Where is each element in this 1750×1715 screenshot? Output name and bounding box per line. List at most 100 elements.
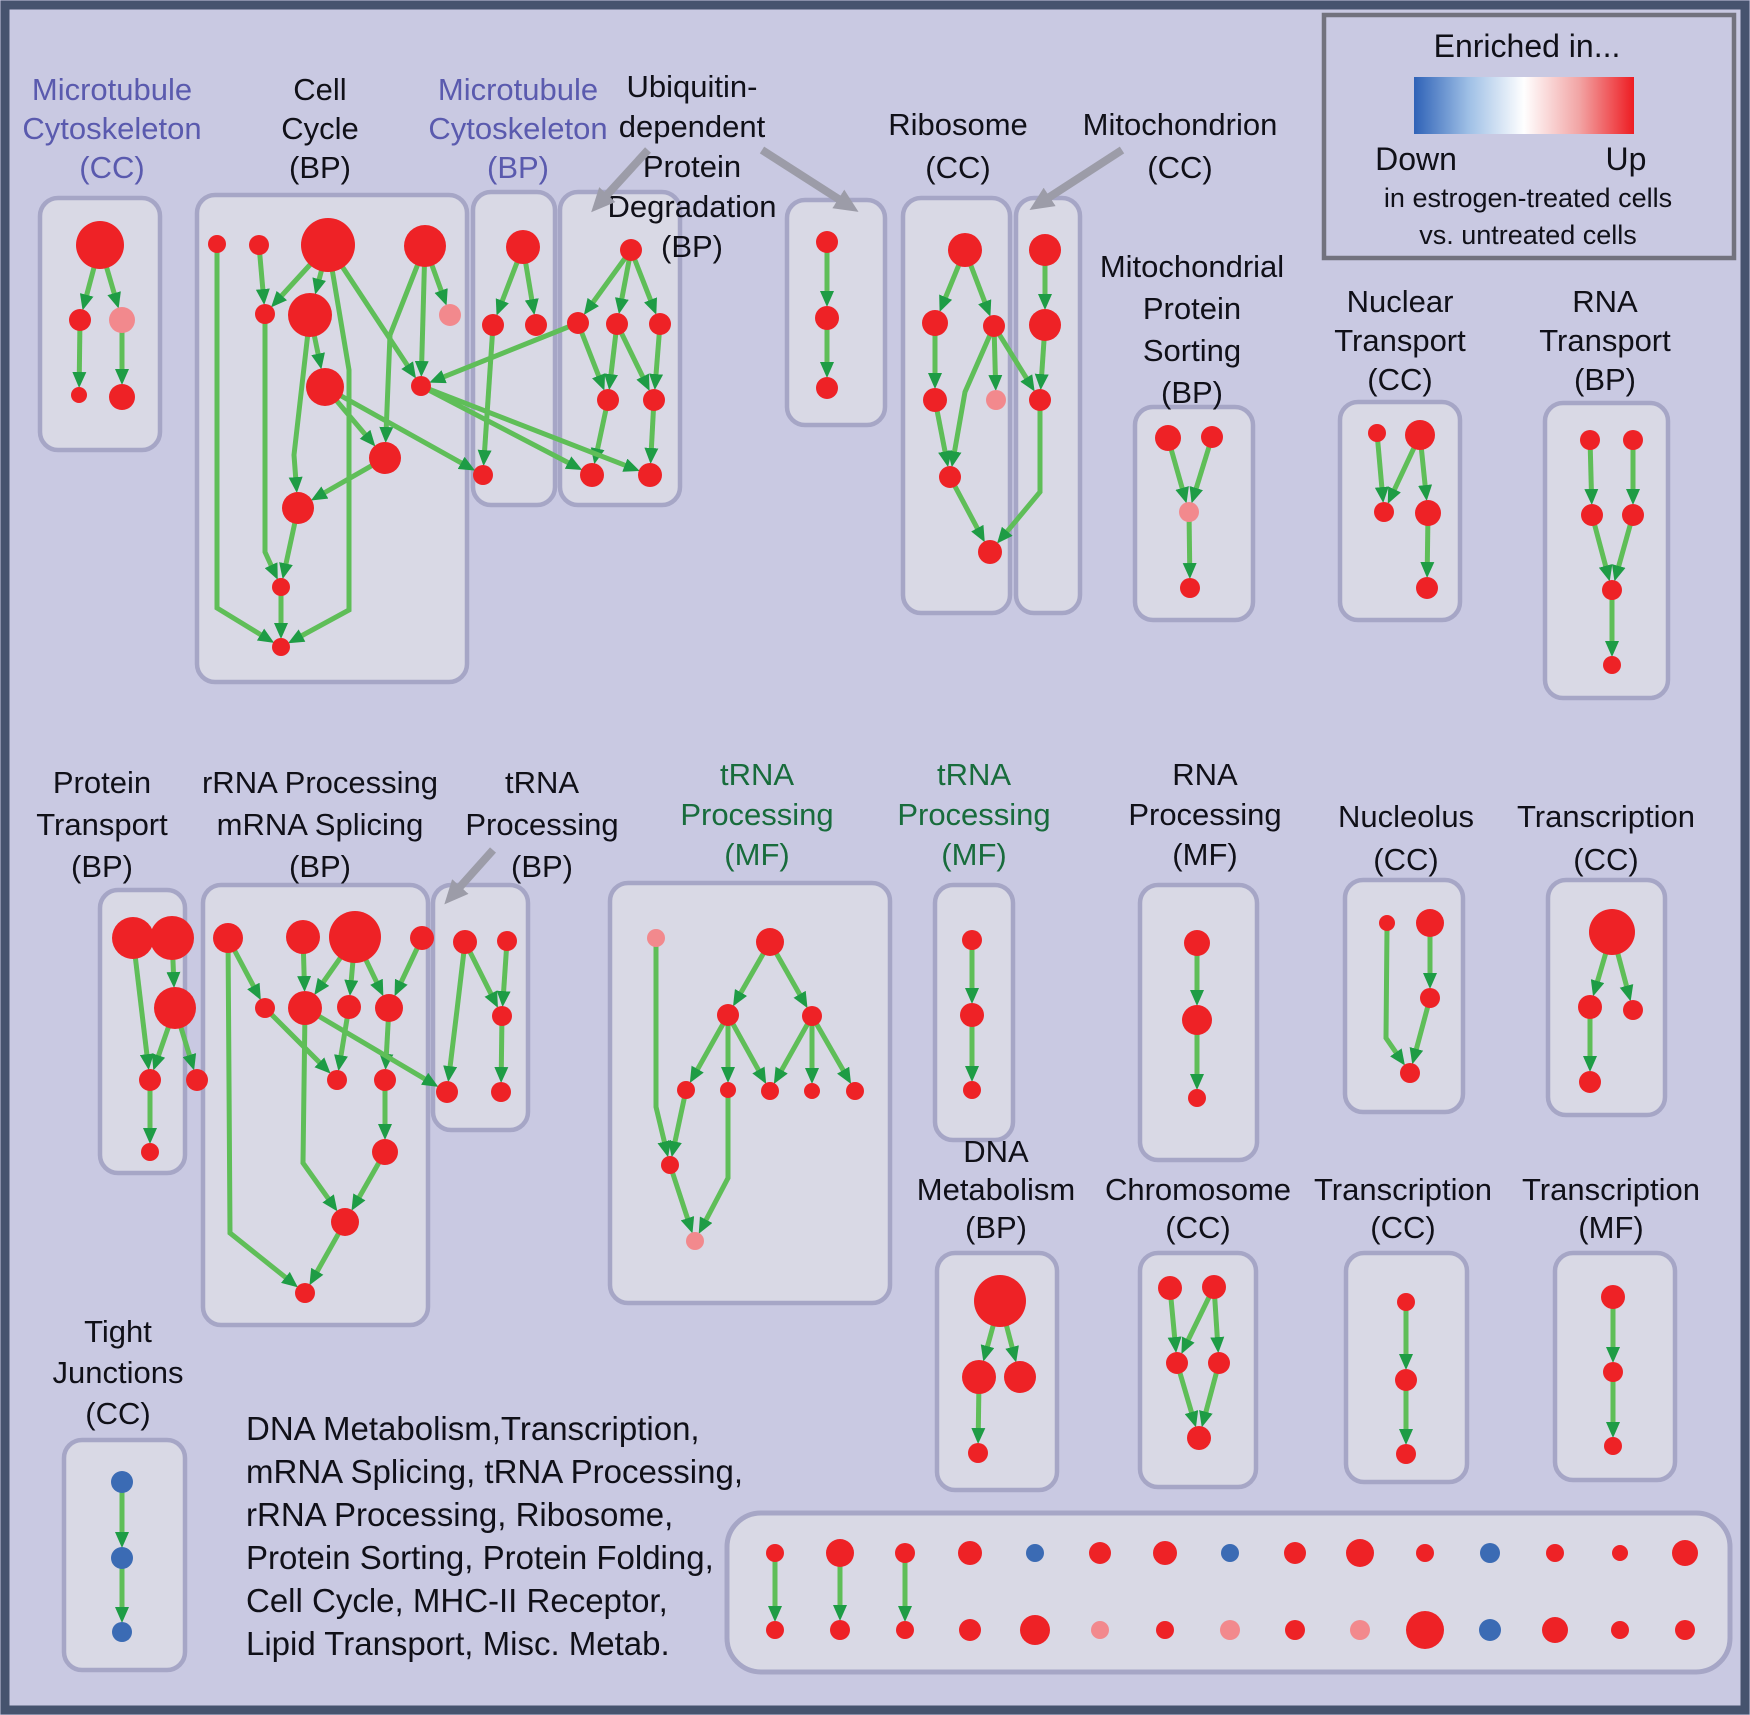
node-circle-red (597, 389, 619, 411)
group-label-rrna: (BP) (289, 849, 351, 884)
edge-arrow (1167, 1294, 1182, 1354)
node-circle-red (1406, 1611, 1444, 1649)
edge-arrow (414, 258, 429, 377)
node-circle-red (109, 384, 135, 410)
misc-category-list: mRNA Splicing, tRNA Processing, (246, 1453, 743, 1490)
node-circle-red (1182, 1005, 1212, 1035)
node-circle-red (1604, 1437, 1622, 1455)
group-label-rrna: mRNA Splicing (217, 807, 424, 842)
group-label-trna_mf1: (MF) (724, 837, 789, 872)
edge-arrow (255, 250, 270, 306)
edge-arrow (590, 405, 610, 465)
node-circle-red (922, 310, 948, 336)
group-label-rna_tr: RNA (1572, 284, 1638, 319)
edge-arrow (631, 255, 657, 315)
node-circle-red (962, 930, 982, 950)
edge-arrow (1409, 1003, 1431, 1065)
edge-arrow (496, 946, 511, 1008)
group-label-ubiq: (BP) (661, 229, 723, 264)
group-label-tight: Junctions (53, 1355, 184, 1390)
group-label-cell_cycle: Cell (293, 72, 346, 107)
group-label-dna_met: (BP) (965, 1210, 1027, 1245)
group-label-prot_tr: (BP) (71, 849, 133, 884)
node-circle-red (1188, 1089, 1206, 1107)
node-circle-red (186, 1069, 208, 1091)
edge-arrow (300, 1018, 338, 1212)
label-pointer-arrow (1029, 146, 1125, 210)
node-circle-red (453, 930, 477, 954)
node-circle-red (76, 221, 124, 269)
edge-arrow (288, 260, 352, 644)
group-label-transcr_cc1: Transcription (1517, 799, 1695, 834)
group-label-trna_bp: Processing (465, 807, 618, 842)
layer-edges (72, 248, 1640, 1623)
group-label-rna_tr: (BP) (1574, 362, 1636, 397)
edge-arrow (225, 946, 298, 1288)
node-circle-red (1601, 1285, 1625, 1309)
group-label-rna_proc: (MF) (1172, 837, 1237, 872)
node-circle-red (1166, 1352, 1188, 1374)
node-circle-red (1029, 309, 1061, 341)
node-circle-red (1368, 424, 1386, 442)
node-circle-red (804, 1083, 820, 1099)
edge-arrow (939, 258, 964, 312)
group-label-mito: Mitochondrion (1083, 107, 1278, 142)
group-label-nuclear: Transport (1334, 323, 1466, 358)
group-label-mt_bp: (BP) (487, 150, 549, 185)
node-circle-red (815, 306, 839, 330)
group-label-ubiq: Ubiquitin- (627, 69, 758, 104)
node-circle-red (255, 998, 275, 1018)
node-circle-red (272, 638, 290, 656)
node-circle-pink (439, 304, 461, 326)
node-circle-red (286, 920, 320, 954)
edge-arrow (330, 394, 376, 447)
node-circle-red (1416, 577, 1438, 599)
edge-arrow (1383, 927, 1405, 1066)
group-label-cell_cycle: Cycle (281, 111, 359, 146)
node-circle-pink (1179, 502, 1199, 522)
group-box-bottom-panel (724, 1510, 1733, 1675)
node-circle-red (71, 387, 87, 403)
node-circle-red (306, 368, 344, 406)
node-circle-pink (109, 307, 135, 333)
node-circle-red (1416, 1544, 1434, 1562)
node-circle-red (1602, 580, 1622, 600)
node-circle-blue (111, 1471, 133, 1493)
group-label-rna_tr: Transport (1539, 323, 1671, 358)
node-circle-red (272, 578, 290, 596)
edge-arrow (279, 516, 299, 580)
node-circle-red (960, 1003, 984, 1027)
edge-arrow (1210, 1294, 1225, 1354)
group-label-mito_sort: Sorting (1143, 333, 1241, 368)
node-circle-red (1156, 1621, 1174, 1639)
node-circle-red (606, 313, 628, 335)
edge-arrow (988, 332, 1003, 391)
group-box-chromosome (1137, 1250, 1259, 1490)
node-circle-red (482, 314, 504, 336)
node-circle-red (661, 1156, 679, 1174)
group-label-rna_proc: Processing (1128, 797, 1281, 832)
group-label-mt_bp: Microtubule (438, 72, 598, 107)
node-circle-red (1611, 1621, 1629, 1639)
node-circle-blue (1480, 1543, 1500, 1563)
node-circle-red (154, 987, 196, 1029)
edge-arrow (649, 330, 664, 391)
group-label-microtubule_cc: (CC) (79, 150, 144, 185)
node-circle-red (974, 1275, 1026, 1327)
node-circle-red (1400, 1063, 1420, 1083)
node-circle-red (208, 235, 226, 253)
node-circle-red (959, 1619, 981, 1641)
legend-title: Enriched in... (1434, 28, 1621, 64)
edge-arrow (614, 256, 633, 315)
edge-arrow (950, 481, 985, 543)
node-circle-red (1285, 1620, 1305, 1640)
legend-caption-line1: in estrogen-treated cells (1384, 183, 1672, 213)
edge-arrow (229, 944, 261, 1001)
node-circle-red (329, 911, 381, 963)
group-label-chromosome: (CC) (1165, 1210, 1230, 1245)
node-circle-red (337, 995, 361, 1019)
group-label-transcr_cc2: Transcription (1314, 1172, 1492, 1207)
edge-arrow (214, 249, 275, 643)
node-circle-red (939, 466, 961, 488)
group-label-ribosome: Ribosome (888, 107, 1028, 142)
